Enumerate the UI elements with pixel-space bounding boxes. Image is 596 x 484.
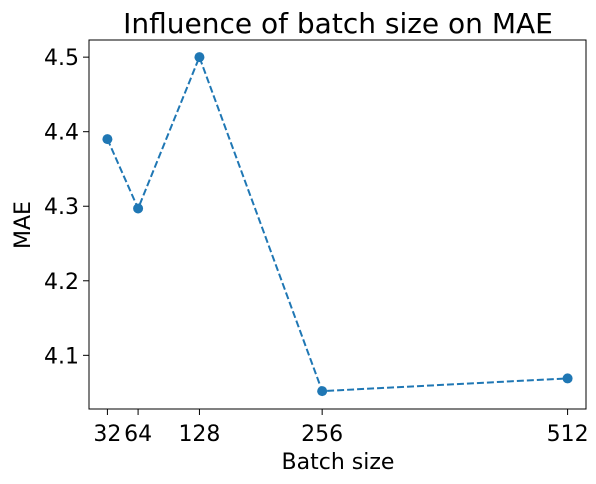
data-point [562, 373, 573, 384]
plot-frame [88, 39, 587, 410]
x-tick-label: 32 [93, 422, 121, 447]
y-axis: 4.1 4.2 4.3 4.4 4.5 [44, 46, 89, 369]
y-tick-label: 4.3 [44, 195, 79, 220]
x-tick-label: 512 [547, 422, 589, 447]
x-tick-label: 128 [178, 422, 220, 447]
series-points [102, 52, 573, 397]
y-tick-label: 4.1 [44, 344, 79, 369]
y-axis-label: MAE [11, 201, 36, 249]
y-tick-label: 4.4 [44, 121, 79, 146]
data-point [194, 52, 205, 63]
x-tick-label: 256 [301, 422, 343, 447]
data-point [133, 203, 144, 214]
data-point [102, 134, 113, 145]
y-tick-label: 4.2 [44, 270, 79, 295]
chart-title: Influence of batch size on MAE [123, 7, 553, 40]
series-line [106, 54, 568, 393]
x-tick-label: 64 [124, 422, 152, 447]
x-axis: 32 64 128 256 512 [93, 409, 589, 447]
x-axis-label: Batch size [282, 450, 395, 475]
data-point [317, 386, 328, 397]
y-tick-label: 4.5 [44, 46, 79, 71]
